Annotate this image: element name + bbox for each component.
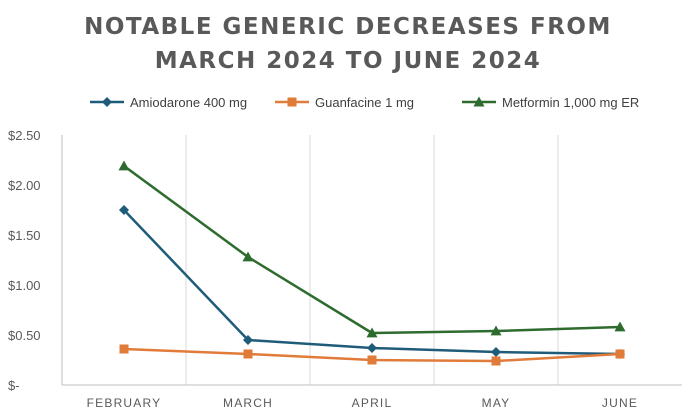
- x-tick-label: FEBRUARY: [87, 396, 162, 410]
- y-tick-label: $-: [8, 378, 20, 393]
- y-tick-label: $0.50: [8, 328, 41, 343]
- legend-item-guanfacine-1-mg: Guanfacine 1 mg: [273, 92, 414, 112]
- data-point-amiodarone-400-mg: [367, 343, 377, 353]
- data-point-guanfacine-1-mg: [615, 349, 625, 359]
- data-point-amiodarone-400-mg: [491, 347, 501, 357]
- data-point-amiodarone-400-mg: [119, 205, 129, 215]
- data-point-metformin-1-000-mg-er: [242, 251, 254, 262]
- data-point-guanfacine-1-mg: [491, 356, 501, 366]
- series-line-metformin-1-000-mg-er: [123, 164, 621, 335]
- legend-label: Guanfacine 1 mg: [315, 94, 415, 110]
- x-tick-label: MAY: [482, 396, 511, 410]
- x-tick-label: MARCH: [223, 396, 273, 410]
- legend-swatch-amiodarone-400-mg: [90, 97, 124, 107]
- data-point-metformin-1-000-mg-er: [366, 327, 378, 338]
- data-point-guanfacine-1-mg: [367, 355, 377, 365]
- legend-swatch-guanfacine-1-mg: [275, 97, 309, 107]
- legend-swatch-metformin-1-000-mg-er: [462, 96, 496, 107]
- legend-item-amiodarone-400-mg: Amiodarone 400 mg: [88, 92, 247, 112]
- y-tick-label: $2.00: [8, 178, 41, 193]
- x-tick-label: JUNE: [602, 396, 638, 410]
- legend-label: Metformin 1,000 mg ER: [502, 94, 640, 110]
- y-tick-label: $1.50: [8, 228, 41, 243]
- chart-title-line-2: MARCH 2024 TO JUNE 2024: [154, 48, 542, 74]
- data-point-guanfacine-1-mg: [119, 344, 129, 354]
- legend-item-metformin-1-000-mg-er: Metformin 1,000 mg ER: [460, 92, 639, 112]
- data-point-guanfacine-1-mg: [243, 349, 253, 359]
- data-point-metformin-1-000-mg-er: [118, 160, 130, 171]
- legend-label: Amiodarone 400 mg: [130, 94, 248, 110]
- data-point-metformin-1-000-mg-er: [490, 325, 502, 336]
- chart-legend: Amiodarone 400 mg Guanfacine 1 mg Metformi…: [0, 92, 696, 112]
- y-tick-label: $2.50: [8, 128, 41, 143]
- data-point-amiodarone-400-mg: [243, 335, 253, 345]
- chart-title-line-1: NOTABLE GENERIC DECREASES FROM: [84, 14, 612, 40]
- y-tick-label: $1.00: [8, 278, 41, 293]
- data-point-metformin-1-000-mg-er: [614, 321, 626, 332]
- x-tick-label: APRIL: [352, 396, 393, 410]
